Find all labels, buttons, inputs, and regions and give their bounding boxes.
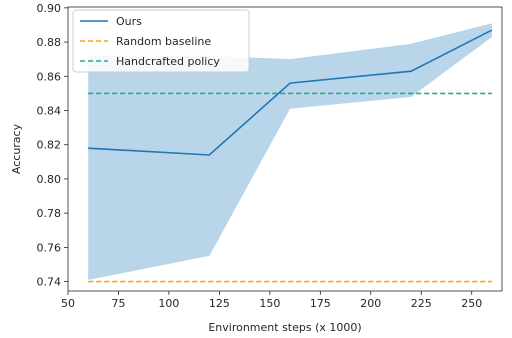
x-axis-ticks: 50 75 100 125 150 175 200 225 250 <box>61 291 482 310</box>
x-tick-label: 250 <box>461 297 482 310</box>
x-tick-label: 150 <box>259 297 280 310</box>
x-tick-label: 125 <box>209 297 230 310</box>
x-tick-label: 75 <box>111 297 125 310</box>
x-tick-label: 200 <box>360 297 381 310</box>
y-tick-label: 0.76 <box>37 241 62 254</box>
x-tick-label: 50 <box>61 297 75 310</box>
y-tick-label: 0.82 <box>37 139 62 152</box>
y-tick-label: 0.90 <box>37 2 62 15</box>
legend-box <box>72 9 250 73</box>
y-tick-label: 0.88 <box>37 36 62 49</box>
legend-label: Random baseline <box>116 35 211 48</box>
y-tick-label: 0.74 <box>37 276 62 289</box>
y-axis-label: Accuracy <box>10 123 23 174</box>
y-tick-label: 0.84 <box>37 105 62 118</box>
x-axis-label: Environment steps (x 1000) <box>208 321 361 334</box>
x-tick-label: 175 <box>310 297 331 310</box>
series-band-0 <box>88 23 492 280</box>
y-tick-label: 0.80 <box>37 173 62 186</box>
confidence-band-layer <box>88 23 492 280</box>
x-tick-label: 100 <box>158 297 179 310</box>
y-tick-label: 0.78 <box>37 207 62 220</box>
y-tick-label: 0.86 <box>37 70 62 83</box>
series-lines-layer <box>88 29 493 283</box>
series-line-0 <box>88 29 493 156</box>
plot-frame <box>67 6 503 292</box>
legend-label: Handcrafted policy <box>116 55 220 68</box>
legend-label: Ours <box>116 15 142 28</box>
y-axis-ticks: 0.74 0.76 0.78 0.80 0.82 0.84 0.86 0.88 0.90 <box>37 2 68 289</box>
legend: Ours Random baseline Handcrafted policy <box>72 9 250 73</box>
x-tick-label: 225 <box>411 297 432 310</box>
